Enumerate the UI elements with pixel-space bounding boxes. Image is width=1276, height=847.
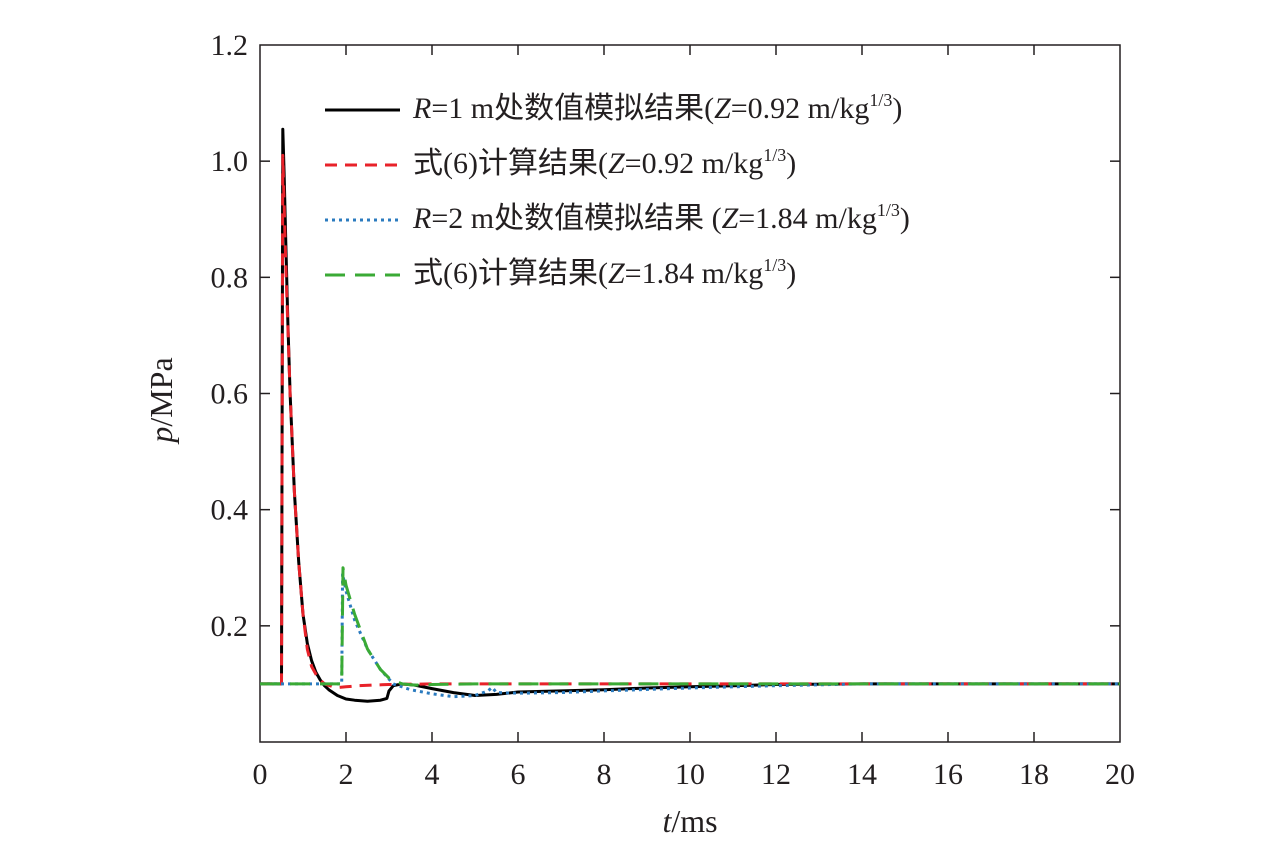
x-tick-label: 2: [339, 758, 354, 791]
series-layer: [260, 127, 1120, 703]
y-tick-label: 1.2: [211, 29, 249, 62]
x-tick-label: 16: [933, 758, 963, 791]
axis-tick-labels: 0 2 4 6 8 10 12 14 16 18 20 0.2 0.4 0.6 0.8 1.0 1.2: [211, 29, 1136, 791]
legend-label-1: R=1 m处数值模拟结果(Z=0.92 m/kg1/3): [412, 90, 902, 125]
legend-label-3: R=2 m处数值模拟结果 (Z=1.84 m/kg1/3): [412, 200, 910, 235]
y-tick-label: 1.0: [211, 145, 249, 178]
x-tick-label: 12: [761, 758, 791, 791]
x-tick-label: 6: [511, 758, 526, 791]
legend-label-4: 式(6)计算结果(Z=1.84 m/kg1/3): [413, 255, 796, 290]
legend: R=1 m处数值模拟结果(Z=0.92 m/kg1/3) 式(6)计算结果(Z=0…: [325, 90, 910, 290]
y-tick-label: 0.6: [211, 378, 249, 411]
x-tick-label: 18: [1019, 758, 1049, 791]
y-axis-title: p/MPa: [143, 357, 179, 444]
x-tick-label: 20: [1105, 758, 1135, 791]
series-line-2: [260, 153, 1120, 689]
x-tick-label: 14: [847, 758, 877, 791]
y-tick-label: 0.2: [211, 610, 249, 643]
legend-label-2: 式(6)计算结果(Z=0.92 m/kg1/3): [413, 145, 796, 180]
axis-ticks: [260, 45, 1120, 742]
series-line-4: [260, 566, 1120, 687]
x-tick-label: 8: [597, 758, 612, 791]
x-axis-title: t/ms: [662, 803, 717, 839]
x-tick-label: 4: [425, 758, 440, 791]
y-tick-label: 0.4: [211, 494, 249, 527]
y-tick-label: 0.8: [211, 261, 249, 294]
x-tick-label: 0: [253, 758, 268, 791]
x-tick-label: 10: [675, 758, 705, 791]
